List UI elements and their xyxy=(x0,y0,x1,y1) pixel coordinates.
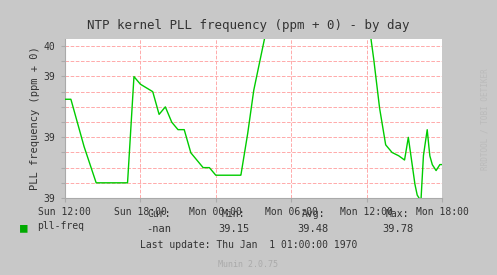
Text: RRDTOOL / TOBI OETIKER: RRDTOOL / TOBI OETIKER xyxy=(481,69,490,170)
Text: Avg:: Avg: xyxy=(301,209,325,219)
Text: 39.48: 39.48 xyxy=(298,224,329,234)
Text: Min:: Min: xyxy=(222,209,246,219)
Text: 39.78: 39.78 xyxy=(382,224,413,234)
Text: NTP kernel PLL frequency (ppm + 0) - by day: NTP kernel PLL frequency (ppm + 0) - by … xyxy=(87,19,410,32)
Y-axis label: PLL frequency (ppm + 0): PLL frequency (ppm + 0) xyxy=(30,46,40,190)
Text: ■: ■ xyxy=(20,221,27,234)
Text: Munin 2.0.75: Munin 2.0.75 xyxy=(219,260,278,269)
Text: 39.15: 39.15 xyxy=(218,224,249,234)
Text: Max:: Max: xyxy=(386,209,410,219)
Text: -nan: -nan xyxy=(147,224,171,234)
Text: Cur:: Cur: xyxy=(147,209,171,219)
Text: Last update: Thu Jan  1 01:00:00 1970: Last update: Thu Jan 1 01:00:00 1970 xyxy=(140,240,357,249)
Text: pll-freq: pll-freq xyxy=(37,221,84,231)
